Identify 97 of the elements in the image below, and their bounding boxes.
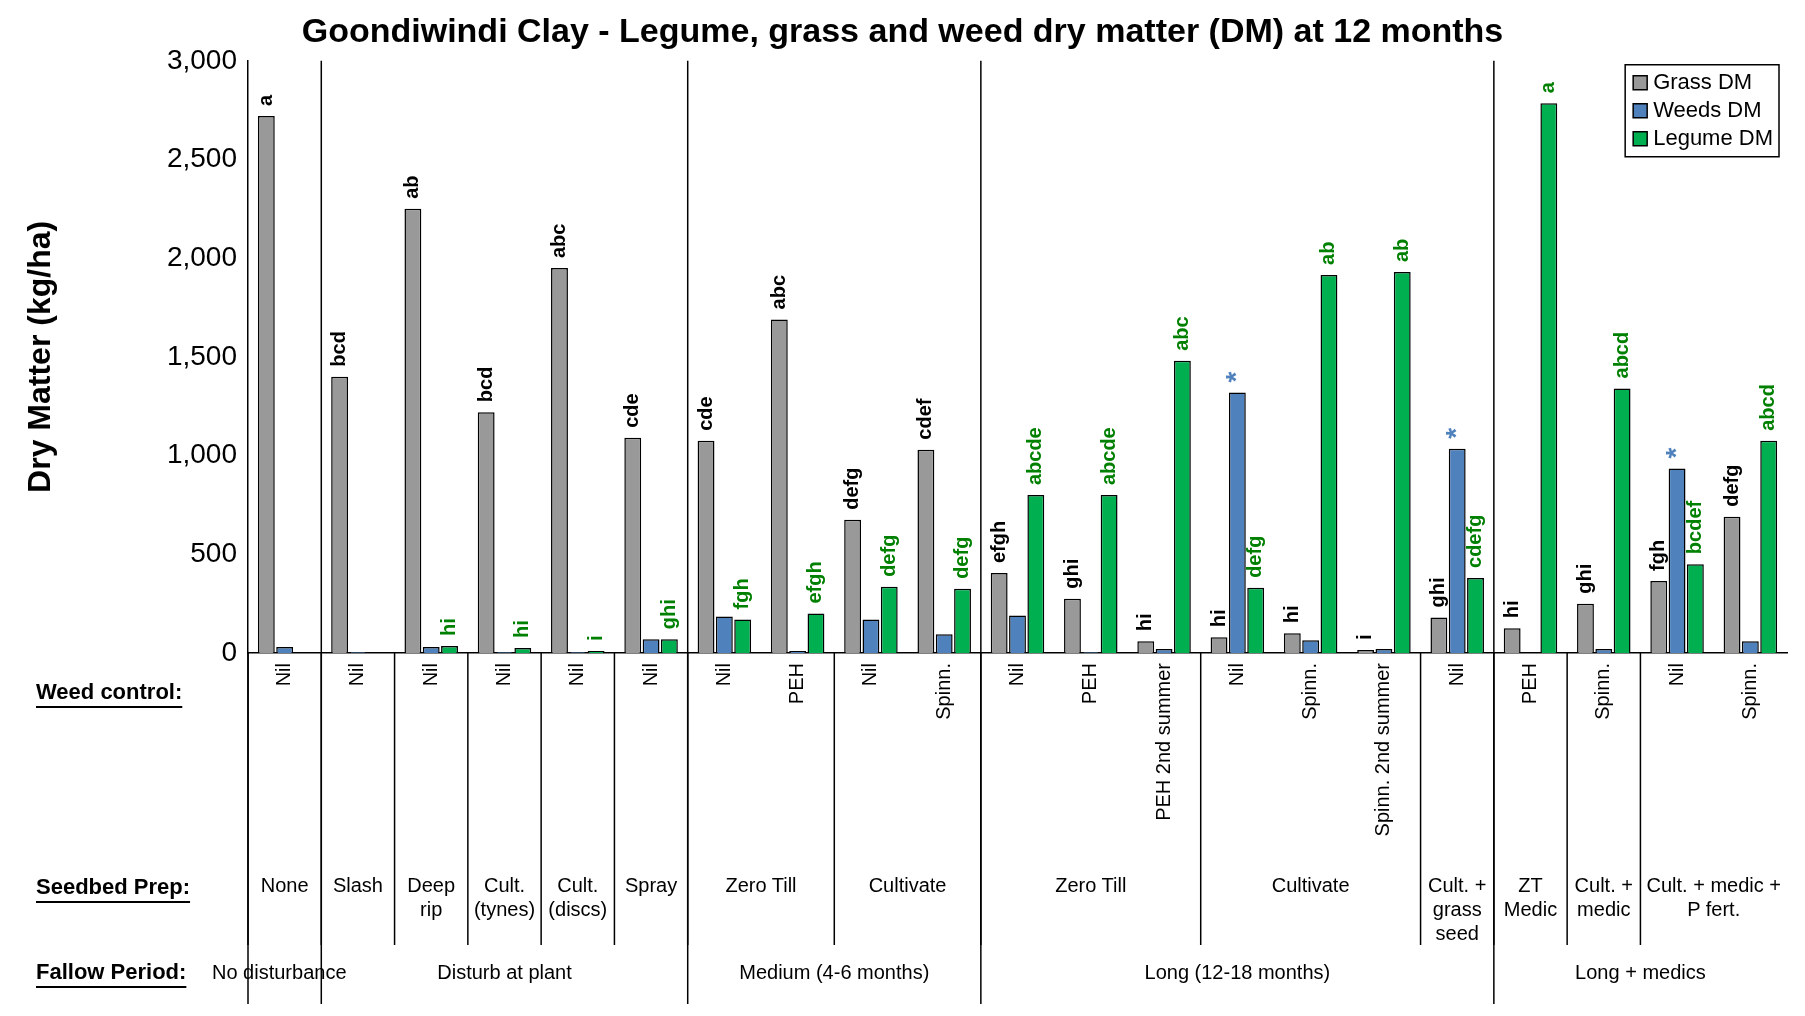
x-tick-label: Nil (1444, 663, 1467, 687)
text: Spray (624, 873, 678, 896)
data-label: abcd (1609, 331, 1632, 379)
x-tick-label: Nil (492, 663, 515, 687)
text: Seedbed Prep: (36, 874, 191, 900)
data-label: i (583, 635, 606, 642)
text: Deep rip (407, 873, 456, 920)
data-label: hi (1279, 605, 1302, 624)
text: ZT Medic (1503, 873, 1558, 920)
data-label: abc (766, 274, 789, 310)
text: Cult. + medic + P fert. (1646, 873, 1781, 920)
data-label: hi (1133, 613, 1156, 632)
x-tick-label: Nil (1664, 663, 1687, 687)
data-label: abc (546, 223, 569, 259)
data-label: ghi (1059, 558, 1082, 589)
y-tick-label: 1,500 (166, 339, 237, 371)
x-tick-label: Nil (565, 663, 588, 687)
legend-label: Weeds DM (1653, 96, 1762, 122)
x-tick-label: Spinn. (1298, 663, 1321, 720)
data-label: bcd (327, 331, 350, 367)
data-label: fgh (1646, 539, 1669, 571)
data-label: defg (840, 467, 863, 510)
data-label: cdefg (1463, 514, 1486, 568)
data-label: abcd (1756, 384, 1779, 431)
x-tick-label: Nil (418, 663, 441, 687)
y-tick-label: 2,500 (166, 142, 237, 174)
data-label: * (1220, 371, 1252, 383)
x-tick-label: PEH (1078, 663, 1101, 705)
data-label: abcde (1023, 427, 1046, 486)
data-label: bcdef (1682, 500, 1705, 555)
y-tick-label: 2,000 (166, 240, 237, 272)
y-tick-label: 3,000 (166, 43, 237, 75)
data-label: * (1659, 447, 1691, 459)
text: Zero Till (725, 873, 797, 896)
data-label: a (1536, 81, 1559, 94)
chart-title: Goondiwindi Clay - Legume, grass and weed dry matter (DM) at 12 months (301, 10, 1504, 49)
data-label: ab (1389, 238, 1412, 263)
x-tick-label: PEH (1518, 663, 1541, 705)
x-tick-label: PEH (785, 663, 808, 705)
data-label: efgh (986, 520, 1009, 564)
x-tick-label: Spinn. (1591, 663, 1614, 720)
text: Cult. (tynes) (473, 873, 536, 920)
data-label: defg (950, 536, 973, 579)
text: Cult. + medic (1574, 873, 1633, 920)
data-label: defg (1719, 464, 1742, 507)
data-label: a (253, 94, 276, 107)
text: Disturb at plant (437, 960, 573, 983)
text: Zero Till (1055, 873, 1127, 896)
x-tick-label: Nil (858, 663, 881, 687)
data-label: hi (437, 618, 460, 637)
data-label: ab (400, 175, 423, 199)
data-label: cdef (913, 398, 936, 440)
x-tick-label: PEH 2nd summer (1151, 662, 1174, 821)
text: Cult. + grass seed (1428, 873, 1487, 944)
text: Cultivate (868, 873, 947, 896)
legend-label: Legume DM (1653, 124, 1774, 150)
text: Cult. (discs) (548, 873, 608, 920)
data-label: defg (1243, 535, 1266, 578)
data-label: hi (1206, 609, 1229, 628)
y-tick-label: 0 (221, 635, 237, 667)
x-tick-label: Nil (272, 663, 295, 687)
data-label: i (1353, 634, 1376, 641)
data-label: ab (1316, 241, 1339, 265)
x-tick-label: Nil (1005, 663, 1028, 687)
data-label: abcde (1096, 427, 1119, 486)
y-tick-label: 1,000 (166, 438, 237, 470)
text: Weed control: (36, 679, 183, 705)
x-tick-label: Nil (711, 663, 734, 687)
text: Long + medics (1575, 960, 1706, 983)
data-label: abc (1169, 316, 1192, 351)
data-label: fgh (730, 578, 753, 610)
data-label: * (1439, 427, 1471, 439)
text: Cultivate (1271, 873, 1350, 896)
data-label: ghi (656, 599, 679, 630)
data-label: hi (1499, 600, 1522, 619)
text: Long (12-18 months) (1144, 960, 1331, 983)
data-label: ghi (1426, 577, 1449, 608)
text: Slash (332, 873, 383, 896)
data-label: cde (620, 393, 643, 428)
y-tick-label: 500 (190, 537, 237, 569)
data-label: defg (876, 534, 899, 577)
data-label: ghi (1572, 563, 1595, 594)
y-axis-title: Dry Matter (kg/ha) (21, 220, 58, 493)
data-label: bcd (473, 366, 496, 403)
x-tick-label: Spinn. 2nd summer (1371, 662, 1394, 837)
text: None (260, 873, 309, 896)
text: Fallow Period: (36, 959, 187, 985)
data-label: hi (510, 620, 533, 639)
x-tick-label: Nil (345, 663, 368, 687)
x-tick-label: Spinn. (1737, 663, 1760, 720)
text: Medium (4-6 months) (739, 960, 930, 983)
data-label: efgh (803, 561, 826, 604)
x-tick-label: Nil (1224, 663, 1247, 687)
legend-label: Grass DM (1653, 68, 1753, 94)
x-tick-label: Spinn. (931, 663, 954, 720)
x-tick-label: Nil (638, 663, 661, 687)
data-label: cde (693, 396, 716, 431)
